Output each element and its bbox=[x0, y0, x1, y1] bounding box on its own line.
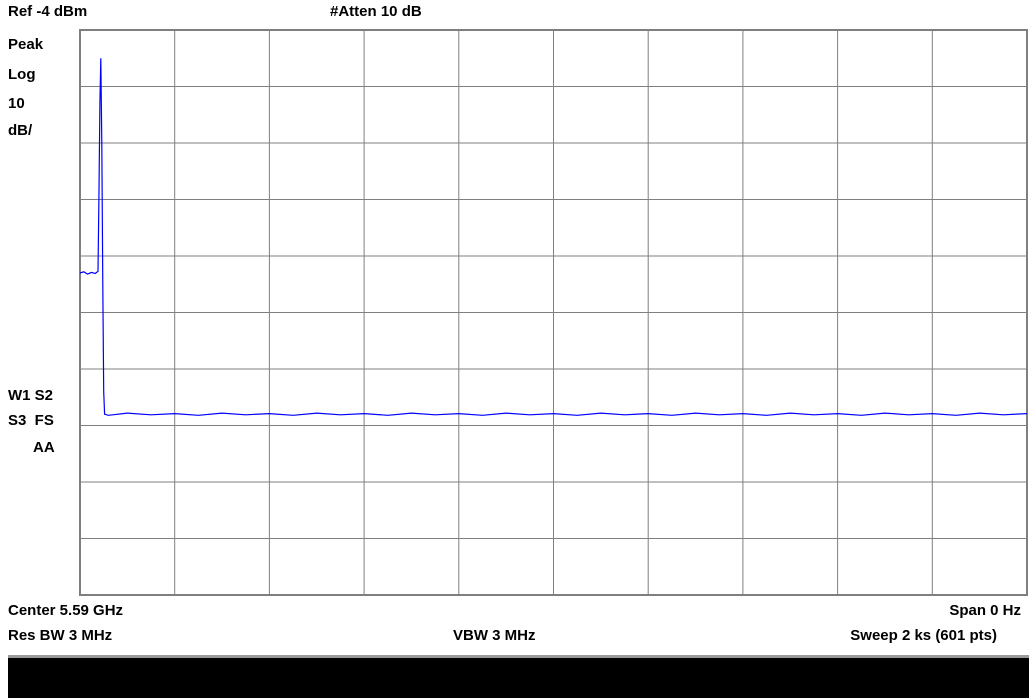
scale-unit-label: dB/ bbox=[8, 122, 33, 139]
graticule bbox=[80, 30, 1027, 595]
plot-frame bbox=[79, 29, 1028, 596]
trace-flags-line-2: S3 FS bbox=[8, 412, 54, 429]
trace-flags-line-1: W1 S2 bbox=[8, 387, 54, 404]
scale-value-label: 10 bbox=[8, 95, 25, 112]
center-frequency-label: Center 5.59 GHz bbox=[8, 602, 124, 619]
trace-line bbox=[79, 58, 1028, 416]
vbw-label: VBW 3 MHz bbox=[453, 627, 536, 644]
detector-label: Peak bbox=[8, 36, 44, 53]
trace-flags-line-3: AA bbox=[33, 439, 55, 456]
res-bw-label: Res BW 3 MHz bbox=[8, 627, 113, 644]
sweep-label: Sweep 2 ks (601 pts) bbox=[850, 627, 997, 644]
status-bar bbox=[8, 655, 1029, 698]
ref-level-label: Ref -4 dBm bbox=[8, 3, 88, 20]
span-label: Span 0 Hz bbox=[949, 602, 1021, 619]
attenuation-label: #Atten 10 dB bbox=[330, 3, 422, 20]
scale-type-label: Log bbox=[8, 66, 36, 83]
